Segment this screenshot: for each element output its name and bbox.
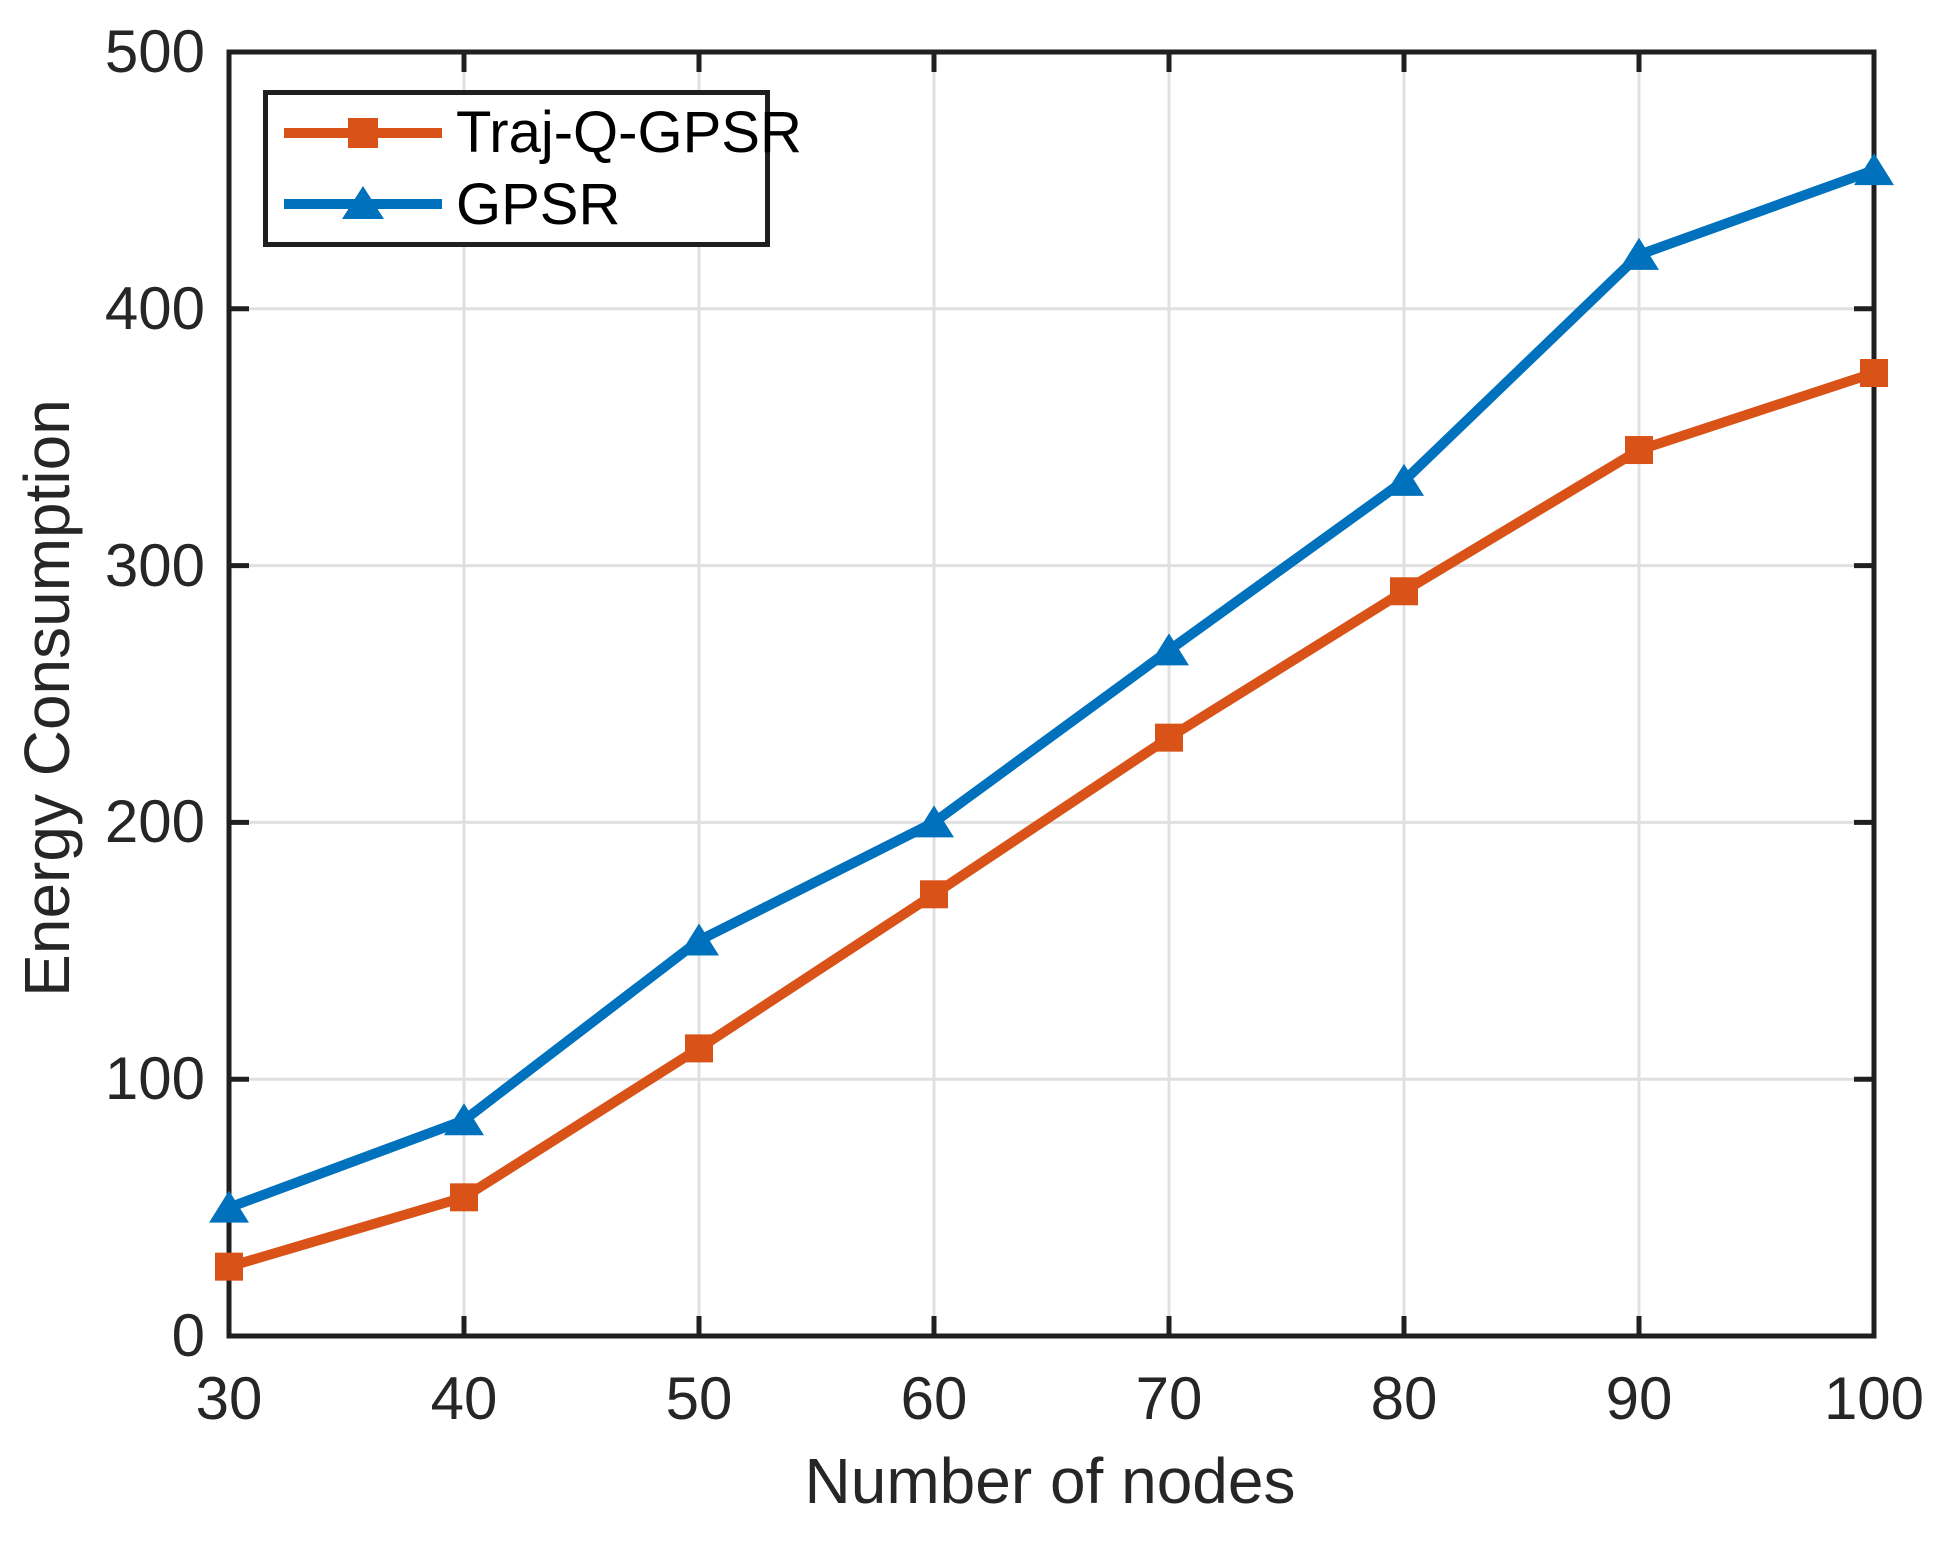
data-point-gpsr-x80	[1384, 463, 1424, 496]
data-point-traj-q-gpsr-x50	[685, 1034, 713, 1063]
data-point-gpsr-x30	[209, 1190, 249, 1223]
x-tick-label-30: 30	[195, 1365, 263, 1432]
data-point-gpsr-x70	[1149, 633, 1189, 666]
data-point-gpsr-x50	[679, 923, 719, 956]
y-tick-label-500: 500	[104, 18, 205, 85]
data-point-gpsr-x100	[1854, 153, 1894, 186]
data-point-gpsr-x60	[914, 805, 954, 838]
legend-triangle-marker-icon	[342, 186, 384, 220]
axes-box	[226, 49, 1877, 1339]
series-line-gpsr	[227, 165, 1876, 1213]
data-point-gpsr-x90	[1619, 237, 1659, 270]
legend-label-gpsr: GPSR	[456, 171, 621, 237]
series-line-traj-q-gpsr	[227, 368, 1876, 1272]
x-axis-title: Number of nodes	[0, 1444, 1936, 1518]
x-tick-label-90: 90	[1605, 1365, 1673, 1432]
data-point-traj-q-gpsr-x60	[920, 880, 948, 909]
legend: Traj-Q-GPSR GPSR	[263, 90, 802, 247]
y-axis-title: Energy Consumption	[11, 399, 83, 997]
y-tick-label-200: 200	[104, 788, 205, 856]
y-tick-label-100: 100	[104, 1045, 205, 1113]
x-tick-label-40: 40	[430, 1365, 498, 1432]
x-tick-label-80: 80	[1370, 1365, 1438, 1432]
data-point-traj-q-gpsr-x100	[1860, 359, 1888, 387]
y-tick-label-0: 0	[171, 1302, 205, 1369]
y-tick-label-400: 400	[104, 274, 205, 342]
x-tick-label-100: 100	[1823, 1365, 1925, 1432]
data-point-traj-q-gpsr-x40	[450, 1183, 478, 1212]
legend-square-marker-icon	[348, 117, 378, 148]
x-tick-label-60: 60	[900, 1365, 968, 1432]
legend-item-gpsr: GPSR	[282, 171, 765, 238]
legend-label-traj-q-gpsr: Traj-Q-GPSR	[456, 100, 802, 166]
x-tick-label-70: 70	[1135, 1365, 1203, 1432]
x-tick-label-50: 50	[665, 1365, 733, 1432]
data-point-traj-q-gpsr-x90	[1625, 436, 1653, 465]
legend-sample-square-line-icon	[284, 117, 442, 148]
x-axis-title-text: Number of nodes	[804, 1445, 1296, 1517]
y-tick-label-300: 300	[104, 531, 205, 599]
legend-item-traj-q-gpsr: Traj-Q-GPSR	[282, 99, 802, 166]
data-point-traj-q-gpsr-x80	[1390, 577, 1418, 606]
data-point-gpsr-x40	[444, 1103, 484, 1136]
legend-sample-triangle-line-icon	[284, 186, 442, 220]
data-point-traj-q-gpsr-x30	[215, 1252, 243, 1281]
data-point-traj-q-gpsr-x70	[1155, 723, 1183, 752]
